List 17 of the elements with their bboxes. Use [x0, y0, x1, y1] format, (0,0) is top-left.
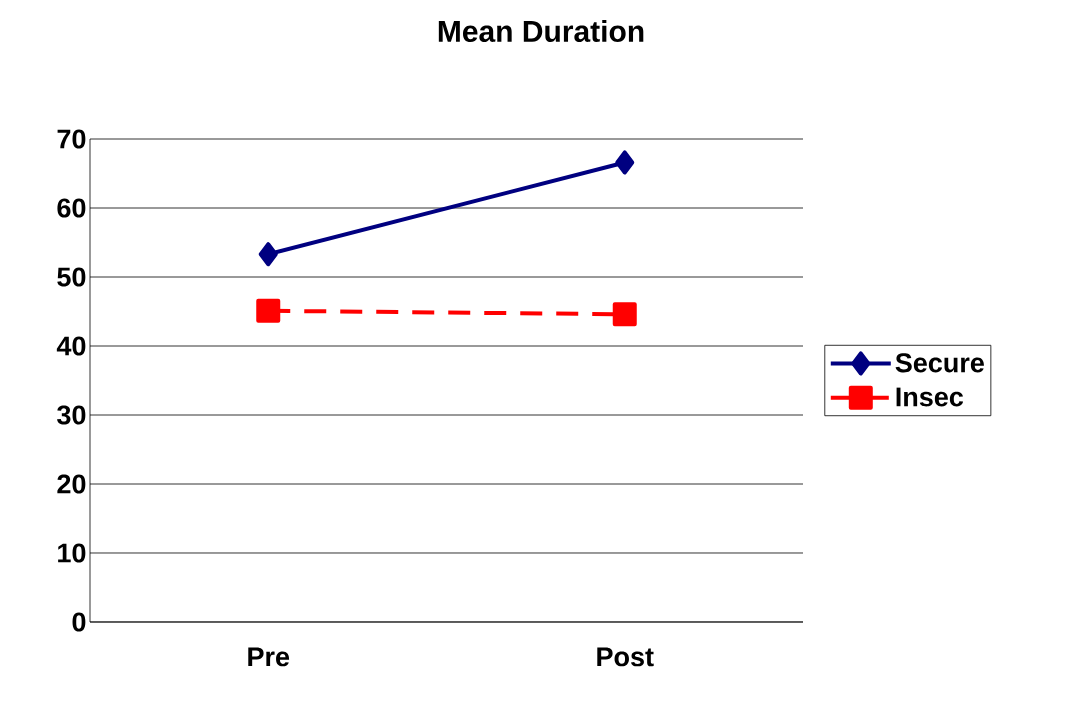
- x-tick-label: Pre: [248, 647, 290, 667]
- point: [615, 150, 635, 175]
- point: [256, 298, 281, 323]
- legend-label: Secure: [895, 353, 984, 373]
- y-tick-label: 40: [56, 336, 86, 356]
- y-tick-label: 30: [57, 405, 86, 425]
- y-tick-label: 10: [58, 543, 86, 563]
- y-tick-label: 20: [57, 474, 86, 494]
- y-tick-label: 50: [57, 267, 86, 287]
- y-tick-label: 70: [57, 129, 86, 149]
- legend-label: Insec: [896, 387, 964, 407]
- point: [258, 242, 278, 267]
- y-tick-label: 60: [57, 198, 86, 218]
- chart-title: Mean Duration: [438, 19, 644, 43]
- y-tick-label: 0: [72, 612, 86, 632]
- x-tick-label: Post: [597, 647, 654, 667]
- point: [612, 302, 637, 327]
